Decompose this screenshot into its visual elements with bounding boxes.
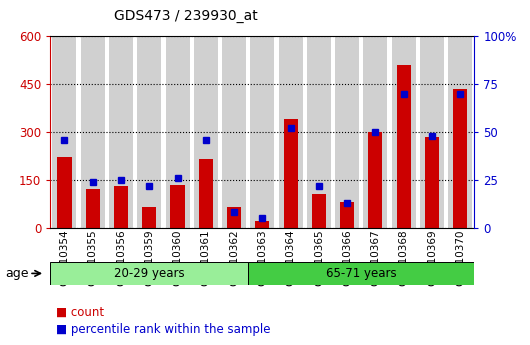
Bar xyxy=(364,36,387,228)
Text: ■ percentile rank within the sample: ■ percentile rank within the sample xyxy=(56,323,270,336)
Bar xyxy=(222,36,246,228)
Bar xyxy=(227,207,241,228)
Bar xyxy=(57,157,72,228)
Bar xyxy=(81,36,105,228)
Bar xyxy=(453,89,467,228)
Text: 20-29 years: 20-29 years xyxy=(114,267,184,280)
Bar xyxy=(171,185,184,228)
Bar xyxy=(396,65,411,228)
Bar xyxy=(86,189,100,228)
Bar xyxy=(279,36,303,228)
Bar xyxy=(165,36,190,228)
Text: ■ count: ■ count xyxy=(56,306,104,319)
Bar xyxy=(248,262,474,285)
Bar xyxy=(312,194,326,228)
Bar xyxy=(255,221,269,228)
Bar xyxy=(114,186,128,228)
Bar xyxy=(340,202,354,228)
Text: GDS473 / 239930_at: GDS473 / 239930_at xyxy=(113,9,258,23)
Bar xyxy=(425,137,439,228)
Bar xyxy=(307,36,331,228)
Bar xyxy=(137,36,161,228)
Bar xyxy=(194,36,218,228)
Bar xyxy=(250,36,275,228)
Bar xyxy=(142,207,156,228)
Bar xyxy=(109,36,133,228)
Bar xyxy=(420,36,444,228)
Bar xyxy=(448,36,472,228)
Bar xyxy=(335,36,359,228)
Bar xyxy=(284,119,298,228)
Bar xyxy=(52,36,76,228)
Bar xyxy=(199,159,213,228)
Text: 65-71 years: 65-71 years xyxy=(326,267,396,280)
Bar xyxy=(392,36,416,228)
Text: age: age xyxy=(5,267,29,280)
Bar xyxy=(368,132,383,228)
Bar xyxy=(50,262,248,285)
